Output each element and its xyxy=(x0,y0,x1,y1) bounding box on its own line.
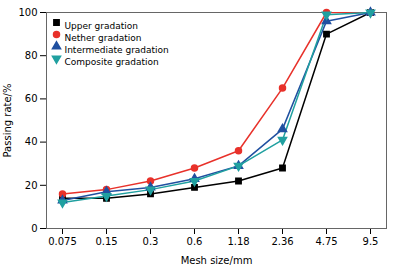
svg-text:Composite gradation: Composite gradation xyxy=(65,57,159,67)
svg-text:40: 40 xyxy=(25,136,38,147)
svg-text:Intermediate gradation: Intermediate gradation xyxy=(65,45,169,55)
svg-text:1.18: 1.18 xyxy=(227,236,249,247)
svg-text:0.6: 0.6 xyxy=(187,236,203,247)
svg-text:100: 100 xyxy=(18,7,37,18)
svg-text:4.75: 4.75 xyxy=(315,236,337,247)
svg-text:Mesh size/mm: Mesh size/mm xyxy=(181,255,253,266)
svg-text:2.36: 2.36 xyxy=(271,236,293,247)
svg-text:0.075: 0.075 xyxy=(48,236,77,247)
svg-text:60: 60 xyxy=(25,93,38,104)
svg-text:20: 20 xyxy=(25,180,38,191)
svg-text:Passing rate/%: Passing rate/% xyxy=(2,84,13,158)
svg-text:0: 0 xyxy=(31,223,37,234)
svg-text:Nether gradation: Nether gradation xyxy=(65,33,142,43)
svg-text:Upper gradation: Upper gradation xyxy=(65,21,139,31)
svg-text:9.5: 9.5 xyxy=(363,236,379,247)
svg-text:0.3: 0.3 xyxy=(143,236,159,247)
svg-text:0.15: 0.15 xyxy=(95,236,117,247)
svg-text:80: 80 xyxy=(25,50,38,61)
